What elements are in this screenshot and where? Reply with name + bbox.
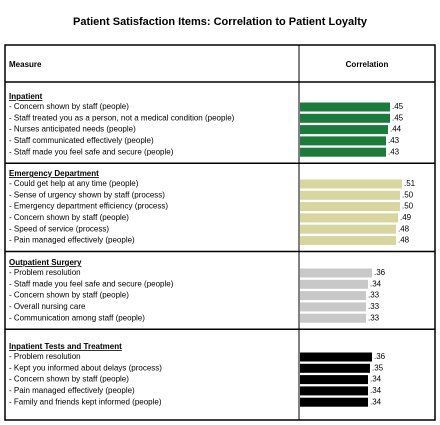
bar bbox=[300, 363, 370, 373]
value-label: .34 bbox=[370, 397, 382, 406]
group-header: Inpatient Tests and Treatment bbox=[9, 342, 122, 351]
value-label: .34 bbox=[370, 279, 382, 288]
bar bbox=[300, 375, 368, 385]
value-label: .34 bbox=[370, 375, 382, 384]
measure-label: - Sense of urgency shown by staff (proce… bbox=[9, 190, 165, 199]
measure-label: - Problem resolution bbox=[9, 352, 81, 361]
measure-label: - Kept you informed about delays (proces… bbox=[9, 363, 162, 372]
measure-label: - Problem resolution bbox=[9, 268, 81, 277]
measure-label: - Concern shown by staff (people) bbox=[9, 102, 129, 111]
measure-label: - Staff made you feel safe and secure (p… bbox=[9, 147, 174, 156]
measure-label: - Communication among staff (people) bbox=[9, 313, 145, 322]
measure-label: - Nurses anticipated needs (people) bbox=[9, 125, 136, 134]
bar bbox=[300, 352, 372, 362]
bar bbox=[300, 147, 386, 157]
bar bbox=[300, 125, 388, 135]
measure-label: - Overall nursing care bbox=[9, 302, 86, 311]
bar bbox=[300, 179, 402, 189]
bar bbox=[300, 213, 398, 223]
bar bbox=[300, 268, 372, 278]
measure-label: - Emergency department efficiency (proce… bbox=[9, 202, 168, 211]
bar bbox=[300, 202, 400, 212]
measure-label: - Concern shown by staff (people) bbox=[9, 375, 129, 384]
value-label: .33 bbox=[368, 291, 380, 300]
measure-label: - Staff communicated effectively (people… bbox=[9, 136, 154, 145]
measure-label: - Speed of service (process) bbox=[9, 224, 109, 233]
bar bbox=[300, 136, 386, 146]
measure-label: - Concern shown by staff (people) bbox=[9, 291, 129, 300]
table-border bbox=[4, 44, 436, 421]
value-label: .43 bbox=[388, 136, 400, 145]
chart-title: Patient Satisfaction Items: Correlation … bbox=[73, 16, 368, 28]
measure-label: - Staff made you feel safe and secure (p… bbox=[9, 279, 174, 288]
value-label: .45 bbox=[392, 102, 404, 111]
value-label: .33 bbox=[368, 302, 380, 311]
measure-label: - Pain managed effectively (people) bbox=[9, 386, 135, 395]
group-header: Outpatient Surgery bbox=[9, 258, 82, 267]
bar bbox=[300, 313, 366, 323]
value-label: .44 bbox=[390, 125, 402, 134]
value-label: .43 bbox=[388, 147, 400, 156]
bar bbox=[300, 302, 366, 312]
measure-label: - Pain managed effectively (people) bbox=[9, 236, 135, 245]
value-label: .45 bbox=[392, 113, 404, 122]
group-header: Emergency Department bbox=[9, 169, 99, 178]
value-label: .49 bbox=[400, 213, 412, 222]
measure-label: - Concern shown by staff (people) bbox=[9, 213, 129, 222]
column-header: Correlation bbox=[346, 60, 389, 69]
bar bbox=[300, 386, 368, 396]
value-label: .48 bbox=[398, 236, 410, 245]
value-label: .36 bbox=[374, 352, 386, 361]
value-label: .50 bbox=[402, 202, 414, 211]
bar bbox=[300, 190, 400, 200]
bar bbox=[300, 224, 396, 234]
value-label: .33 bbox=[368, 313, 380, 322]
measure-label: - Staff treated you as a person, not a m… bbox=[9, 113, 235, 122]
bar bbox=[300, 102, 390, 112]
value-label: .35 bbox=[372, 363, 384, 372]
column-header: Measure bbox=[9, 60, 42, 69]
bar bbox=[300, 279, 368, 289]
group-header: Inpatient bbox=[9, 92, 43, 101]
value-label: .36 bbox=[374, 268, 386, 277]
value-label: .48 bbox=[398, 224, 410, 233]
value-label: .51 bbox=[404, 179, 416, 188]
measure-label: - Could get help at any time (people) bbox=[9, 179, 139, 188]
measure-label: - Family and friends kept informed (peop… bbox=[9, 397, 162, 406]
bar bbox=[300, 236, 396, 245]
bar bbox=[300, 113, 390, 123]
bar bbox=[300, 291, 366, 301]
value-label: .50 bbox=[402, 190, 414, 199]
value-label: .34 bbox=[370, 386, 382, 395]
bar bbox=[300, 397, 368, 407]
